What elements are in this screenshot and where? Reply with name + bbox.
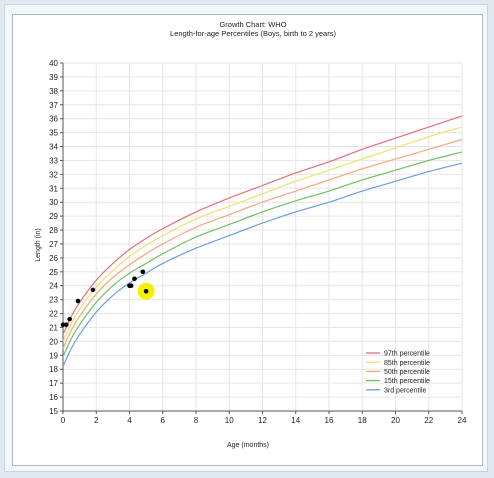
y-tick-label: 19 xyxy=(49,351,58,360)
x-tick-label: 6 xyxy=(161,416,166,425)
y-tick-label: 34 xyxy=(49,143,58,152)
percentile-lines xyxy=(62,115,463,367)
y-tick-labels: 15 16 17 18 19 20 21 22 23 24 25 26 27 28 29 30 31 32 33 34… xyxy=(49,59,58,416)
y-tick-label: 17 xyxy=(49,379,58,388)
y-tick-label: 38 xyxy=(49,87,58,96)
chart-panel: Growth Chart: WHO Length-for-age Percent… xyxy=(12,14,483,466)
chart-window: Growth Chart: WHO Length-for-age Percent… xyxy=(4,4,488,472)
grid-lines xyxy=(62,62,463,412)
y-tick-label: 21 xyxy=(49,323,58,332)
x-tick-label: 16 xyxy=(325,416,334,425)
x-tick-label: 12 xyxy=(258,416,267,425)
y-tick-label: 31 xyxy=(49,184,58,193)
x-tick-label: 4 xyxy=(127,416,132,425)
legend-label: 50th percentile xyxy=(384,369,430,376)
y-tick-label: 37 xyxy=(49,101,58,110)
series-line-2 xyxy=(62,138,463,349)
y-tick-label: 18 xyxy=(49,365,58,374)
chart-title: Growth Chart: WHO xyxy=(219,20,286,29)
data-point xyxy=(75,298,81,304)
series-line-3 xyxy=(62,151,463,357)
y-tick-label: 28 xyxy=(49,226,58,235)
data-point xyxy=(64,322,69,327)
legend-label: 97th percentile xyxy=(384,351,430,358)
x-tick-label: 20 xyxy=(391,416,400,425)
y-tick-label: 30 xyxy=(49,198,58,207)
y-tick-label: 23 xyxy=(49,296,58,305)
data-point xyxy=(90,287,96,293)
y-tick-label: 27 xyxy=(49,240,58,249)
data-point xyxy=(143,288,149,294)
data-point xyxy=(132,276,137,282)
y-tick-label: 40 xyxy=(49,59,58,68)
legend-label: 3rd percentile xyxy=(384,387,427,394)
y-tick-label: 15 xyxy=(49,407,58,416)
legend-label: 15th percentile xyxy=(384,378,430,385)
series-line-4 xyxy=(62,162,463,367)
x-tick-label: 8 xyxy=(194,416,199,425)
y-tick-label: 22 xyxy=(49,310,58,319)
series-line-1 xyxy=(62,126,463,342)
legend: 97th percentile 85th percentile 50th perce… xyxy=(366,351,430,394)
x-tick-label: 0 xyxy=(61,416,66,425)
legend-label: 85th percentile xyxy=(384,360,430,367)
growth-chart: Growth Chart: WHO Length-for-age Percent… xyxy=(35,20,467,449)
y-tick-label: 25 xyxy=(49,268,58,277)
y-tick-label: 20 xyxy=(49,337,58,346)
y-tick-label: 24 xyxy=(49,282,58,291)
y-tick-label: 35 xyxy=(49,129,58,138)
x-tick-label: 2 xyxy=(94,416,99,425)
data-point xyxy=(60,322,66,327)
x-tick-label: 14 xyxy=(291,416,300,425)
measurement-points xyxy=(60,269,155,327)
y-tick-label: 36 xyxy=(49,115,58,124)
x-tick-label: 10 xyxy=(225,416,234,425)
y-tick-label: 39 xyxy=(49,73,58,82)
y-tick-label: 26 xyxy=(49,254,58,263)
x-tick-label: 22 xyxy=(424,416,433,425)
y-axis-label: Length (in) xyxy=(35,228,42,261)
data-point xyxy=(140,269,146,275)
data-point xyxy=(128,283,134,289)
y-tick-label: 32 xyxy=(49,170,58,179)
x-axis-label: Age (months) xyxy=(227,442,269,449)
y-tick-label: 29 xyxy=(49,212,58,221)
chart-subtitle: Length-for-age Percentiles (Boys, birth … xyxy=(170,29,336,38)
y-tick-label: 16 xyxy=(49,393,58,402)
axes xyxy=(60,62,463,414)
y-tick-label: 33 xyxy=(49,156,58,165)
x-tick-label: 18 xyxy=(358,416,367,425)
data-point xyxy=(67,316,72,322)
x-tick-label: 24 xyxy=(458,416,467,425)
x-tick-labels: 0 2 4 6 8 10 12 14 16 18 20 22 24 xyxy=(61,416,467,425)
series-line-0 xyxy=(62,115,463,335)
